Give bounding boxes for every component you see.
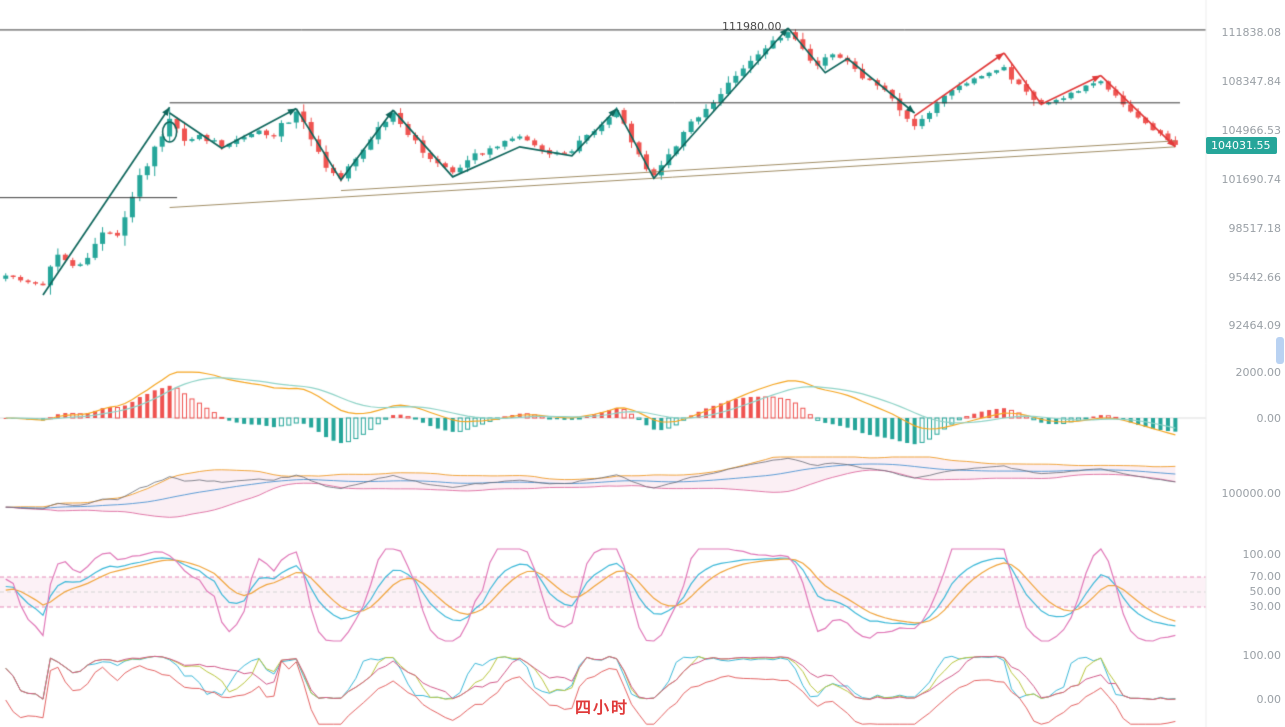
peak-price-annotation: 111980.00 xyxy=(722,20,782,33)
scrollbar-thumb[interactable] xyxy=(1276,337,1284,364)
last-price-tag: 104031.55 xyxy=(1206,137,1277,154)
timeframe-label: 四小时 xyxy=(574,698,630,717)
